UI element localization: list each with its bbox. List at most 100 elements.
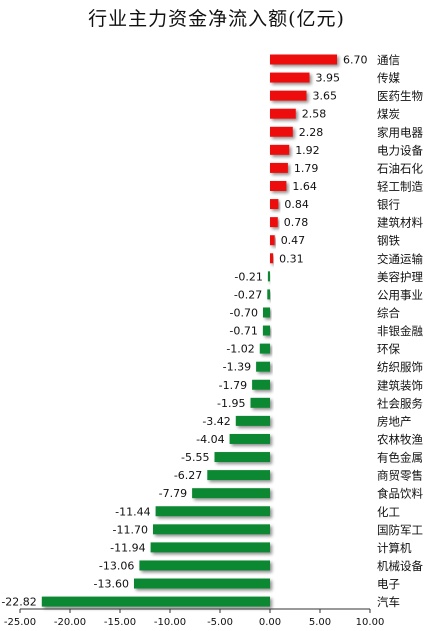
- category-label-15: 综合: [377, 306, 400, 320]
- bar-29: [139, 560, 270, 571]
- category-label-24: 商贸零售: [377, 469, 423, 483]
- x-tick-label-1: -25.00: [4, 617, 36, 628]
- bar-16: [262, 325, 270, 336]
- category-label-17: 环保: [377, 342, 400, 356]
- value-label-21: -3.42: [202, 415, 230, 428]
- value-label-4: 2.58: [302, 108, 327, 121]
- category-label-14: 公用事业: [377, 288, 423, 302]
- bar-23: [214, 452, 270, 463]
- category-label-12: 交通运输: [377, 252, 423, 266]
- bar-8: [270, 180, 287, 191]
- bar-28: [150, 542, 270, 553]
- value-label-12: 0.31: [279, 252, 304, 265]
- value-label-5: 2.28: [299, 126, 324, 139]
- value-label-6: 1.92: [295, 144, 320, 157]
- value-label-22: -4.04: [196, 433, 224, 446]
- category-label-10: 建筑材料: [377, 216, 423, 230]
- x-tick-label-3: -15.00: [104, 617, 136, 628]
- value-label-7: 1.79: [294, 162, 319, 175]
- category-label-27: 国防军工: [377, 523, 423, 537]
- value-label-15: -0.70: [230, 306, 258, 319]
- category-label-30: 电子: [377, 577, 400, 591]
- category-label-20: 社会服务: [377, 396, 423, 410]
- value-label-20: -1.95: [217, 397, 245, 410]
- x-tick-label-6: 0.00: [259, 617, 281, 628]
- value-labels: 6.703.95 3.65 2.58 2.28 1.92 1.79 1.64 0.84 0.78…: [1, 54, 367, 609]
- bar-4: [270, 108, 296, 119]
- value-label-16: -0.71: [229, 325, 257, 338]
- category-label-25: 食品饮料: [377, 487, 423, 501]
- value-label-13: -0.21: [234, 270, 262, 283]
- bar-31: [41, 596, 270, 607]
- chart-title: 行业主力资金净流入额(亿元): [88, 8, 345, 30]
- bars: [41, 54, 337, 607]
- bar-12: [270, 253, 274, 264]
- bar-10: [270, 217, 278, 228]
- x-tick-label-8: 10.00: [356, 617, 385, 628]
- bar-9: [270, 199, 279, 210]
- value-label-31: -22.82: [1, 596, 36, 609]
- category-label-5: 家用电器: [377, 125, 423, 139]
- category-label-3: 医药生物: [377, 89, 423, 103]
- category-label-23: 有色金属: [377, 451, 423, 465]
- category-label-11: 钢铁: [377, 234, 400, 248]
- bar-25: [192, 488, 270, 499]
- category-labels: 通信传媒医药生物煤炭家用电器电力设备石油石化轻工制造银行建筑材料钢铁交通运输美容…: [377, 53, 423, 609]
- bar-24: [207, 470, 270, 481]
- x-tick-label-5: -5.00: [207, 617, 233, 628]
- bar-5: [270, 126, 293, 137]
- value-label-18: -1.39: [223, 361, 251, 374]
- bar-6: [270, 144, 290, 155]
- value-label-24: -6.27: [174, 469, 202, 482]
- value-label-11: 0.47: [281, 234, 306, 247]
- bar-3: [270, 90, 307, 101]
- bar-22: [229, 433, 270, 444]
- value-label-19: -1.79: [219, 379, 247, 392]
- category-label-6: 电力设备: [377, 143, 423, 157]
- bar-30: [134, 578, 270, 589]
- bar-2: [270, 72, 310, 83]
- bar-17: [259, 343, 270, 354]
- category-label-4: 煤炭: [377, 107, 400, 121]
- value-label-17: -1.02: [226, 343, 254, 356]
- category-label-9: 银行: [377, 198, 400, 212]
- x-tick-label-4: -10.00: [154, 617, 186, 628]
- value-label-1: 6.70: [343, 54, 368, 67]
- category-label-21: 房地产: [377, 414, 412, 428]
- value-label-9: 0.84: [284, 198, 309, 211]
- category-label-28: 计算机: [377, 541, 412, 555]
- value-label-8: 1.64: [292, 180, 317, 193]
- category-label-7: 石油石化: [377, 161, 423, 175]
- category-label-2: 传媒: [377, 71, 400, 85]
- x-tick-label-2: -20.00: [54, 617, 86, 628]
- category-label-31: 汽车: [377, 595, 400, 609]
- category-label-26: 化工: [377, 505, 400, 519]
- value-label-10: 0.78: [284, 216, 309, 229]
- x-axis: -25.00 -20.00 -15.00 -10.00 -5.00 0.00 5.00 10.…: [4, 608, 385, 628]
- value-label-25: -7.79: [159, 487, 187, 500]
- bar-1: [270, 54, 337, 65]
- bar-20: [250, 397, 270, 408]
- value-label-29: -13.06: [99, 559, 134, 572]
- bar-21: [235, 415, 270, 426]
- value-label-2: 3.95: [316, 72, 341, 85]
- bar-15: [263, 307, 270, 318]
- bar-7: [270, 162, 288, 173]
- category-label-8: 轻工制造: [377, 179, 423, 193]
- bar-19: [252, 379, 270, 390]
- value-label-23: -5.55: [181, 451, 209, 464]
- category-label-1: 通信: [377, 53, 400, 67]
- category-label-18: 纺织服饰: [377, 360, 423, 374]
- value-label-3: 3.65: [313, 90, 338, 103]
- category-label-29: 机械设备: [377, 559, 423, 573]
- value-label-26: -11.44: [115, 505, 150, 518]
- value-label-14: -0.27: [234, 288, 262, 301]
- category-label-16: 非银金融: [377, 324, 423, 338]
- bar-26: [155, 506, 270, 517]
- category-label-22: 农林牧渔: [377, 432, 423, 446]
- bar-27: [153, 524, 270, 535]
- bar-13: [267, 271, 270, 282]
- category-label-13: 美容护理: [377, 270, 423, 284]
- value-label-30: -13.60: [94, 578, 129, 591]
- bar-11: [270, 235, 275, 246]
